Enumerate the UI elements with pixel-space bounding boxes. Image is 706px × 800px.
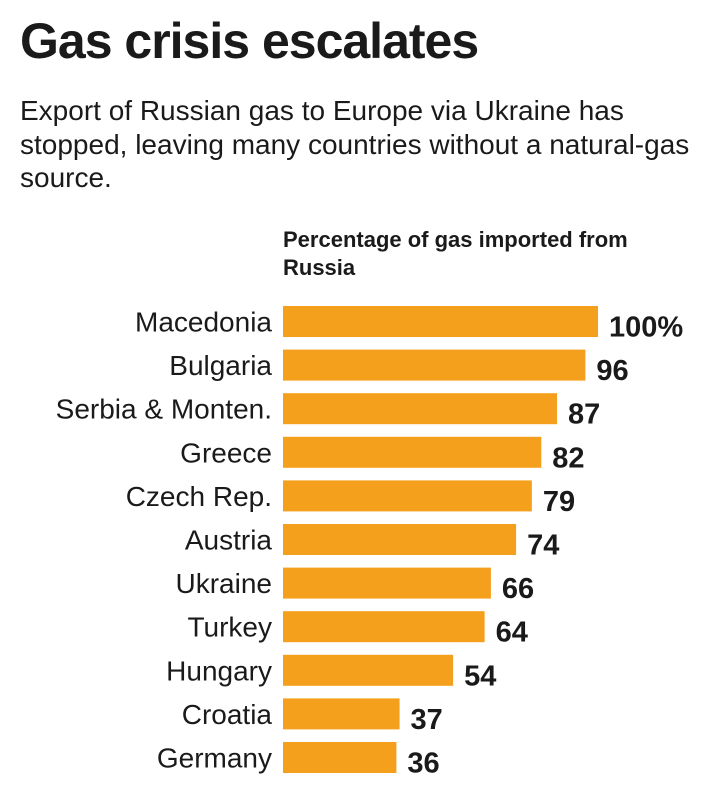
chart-subtitle: Export of Russian gas to Europe via Ukra… [20,95,690,194]
value-label: 37 [411,704,443,736]
value-label: 66 [502,573,534,605]
bar-hungary [283,654,454,686]
category-label: Czech Rep. [126,481,272,512]
value-label: 64 [496,617,528,649]
chart-title: Gas crisis escalates [20,13,479,69]
category-label: Bulgaria [169,350,272,381]
bar-austria [283,524,517,555]
value-label: 100% [609,312,683,344]
value-label: 74 [527,530,559,562]
category-label: Turkey [187,612,272,643]
value-label: 36 [407,748,439,780]
value-label: 54 [464,660,496,692]
bar-croatia [283,698,400,730]
category-label: Hungary [166,655,272,686]
value-label: 82 [552,442,584,474]
bar-ukraine [283,567,491,599]
bar-bulgaria [283,349,586,381]
chart-heading: Percentage of gas imported from Russia [283,227,628,280]
bar-macedonia [283,306,598,337]
category-label: Serbia & Monten. [56,394,272,425]
category-label: Ukraine [176,568,272,599]
bar-greece [283,436,542,468]
bar-serbia-monten [283,393,558,425]
value-label: 96 [596,355,628,387]
value-label: 79 [543,486,575,518]
bar-germany [283,742,397,773]
category-label: Greece [180,437,272,468]
bar-czech-rep [283,480,532,512]
category-label: Austria [185,525,273,556]
category-label: Germany [157,743,272,774]
category-label: Macedonia [135,307,272,338]
bar-turkey [283,611,485,643]
value-label: 87 [568,399,600,431]
category-label: Croatia [182,699,273,730]
